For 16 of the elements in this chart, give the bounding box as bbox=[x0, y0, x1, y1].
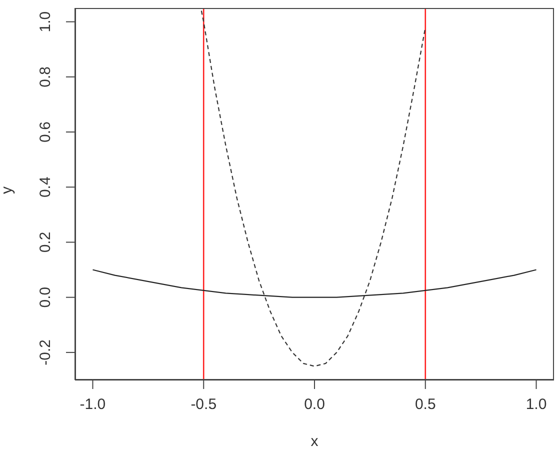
y-tick-label: 0.8 bbox=[37, 66, 54, 88]
line-series bbox=[92, 269, 537, 298]
x-tick-label: 1.0 bbox=[526, 396, 547, 413]
y-axis-title: y bbox=[0, 186, 16, 194]
x-tick-label: 0.0 bbox=[304, 396, 325, 413]
y-tick-label: 0.0 bbox=[37, 286, 54, 308]
x-axis-title: x bbox=[310, 433, 319, 450]
y-tick-label: 0.2 bbox=[37, 232, 54, 253]
x-tick-label: -1.0 bbox=[80, 396, 106, 413]
x-tick-label: 0.5 bbox=[414, 396, 436, 413]
line-series bbox=[200, 10, 426, 367]
x-tick-label: -0.5 bbox=[190, 396, 217, 413]
y-tick-label: 0.4 bbox=[37, 176, 54, 198]
y-tick-label: -0.2 bbox=[37, 340, 54, 366]
y-tick-label: 1.0 bbox=[37, 11, 54, 32]
y-tick-label: 0.6 bbox=[37, 122, 54, 142]
